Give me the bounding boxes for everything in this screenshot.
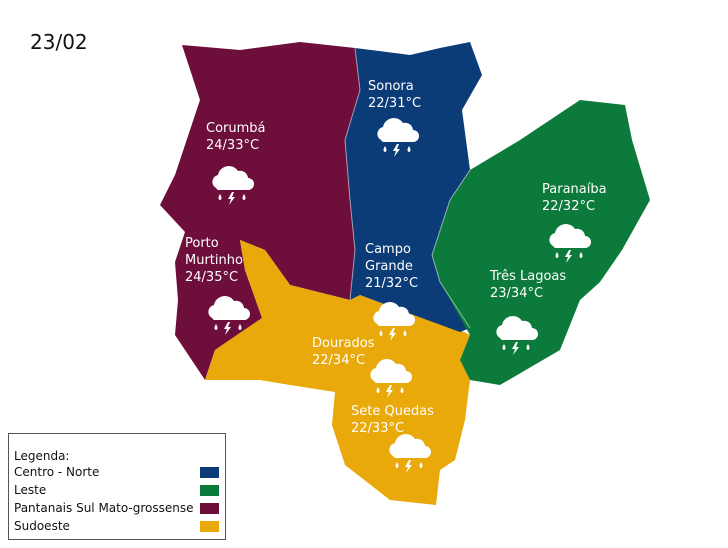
city-temperature: 22/31°C: [368, 96, 422, 111]
city-temperature: 22/32°C: [542, 199, 596, 214]
region-leste: [432, 100, 650, 385]
cloud-rain-lightning-icon: [369, 298, 417, 342]
cloud-rain-lightning-icon: [545, 220, 593, 264]
city-label: Paranaíba 22/32°C: [542, 181, 622, 215]
cloud-rain-lightning-icon: [208, 162, 256, 206]
legend-swatch: [200, 503, 219, 514]
legend-title: Legenda:: [14, 449, 70, 463]
cloud-rain-lightning-icon: [492, 312, 540, 356]
cloud-rain-lightning-icon: [204, 292, 252, 336]
date-label: 23/02: [30, 30, 88, 54]
city-label: Dourados 22/34°C: [312, 335, 392, 369]
legend-item-pantanais: Pantanais Sul Mato-grossense: [14, 501, 219, 517]
city-name: Campo Grande: [365, 242, 413, 274]
city-name: Corumbá: [206, 121, 266, 136]
legend-item-sudoeste: Sudoeste: [14, 519, 219, 535]
city-name: Sete Quedas: [351, 404, 434, 419]
city-label: Porto Murtinho 24/35°C: [185, 235, 245, 286]
legend-item-centro-norte: Centro - Norte: [14, 465, 219, 481]
city-label: Três Lagoas 23/34°C: [490, 268, 570, 302]
city-name: Porto Murtinho: [185, 236, 243, 268]
legend-swatch: [200, 485, 219, 496]
legend-label: Centro - Norte: [14, 465, 100, 479]
city-label: Campo Grande 21/32°C: [365, 241, 425, 292]
city-temperature: 24/33°C: [206, 138, 260, 153]
city-temperature: 22/33°C: [351, 421, 405, 436]
city-temperature: 21/32°C: [365, 276, 419, 291]
city-temperature: 22/34°C: [312, 353, 366, 368]
region-pantanais: [160, 42, 360, 380]
city-name: Sonora: [368, 79, 414, 94]
region-centro-norte: [345, 42, 482, 332]
cloud-rain-lightning-icon: [385, 430, 433, 474]
city-label: Corumbá 24/33°C: [206, 120, 266, 154]
legend-swatch: [200, 521, 219, 532]
cloud-rain-lightning-icon: [366, 355, 414, 399]
city-name: Paranaíba: [542, 182, 607, 197]
cloud-rain-lightning-icon: [373, 114, 421, 158]
legend-swatch: [200, 467, 219, 478]
legend-item-leste: Leste: [14, 483, 219, 499]
city-label: Sonora 22/31°C: [368, 78, 438, 112]
city-label: Sete Quedas 22/33°C: [351, 403, 441, 437]
city-temperature: 24/35°C: [185, 270, 239, 285]
legend-label: Leste: [14, 483, 47, 497]
city-name: Dourados: [312, 336, 375, 351]
legend-label: Sudoeste: [14, 519, 70, 533]
legend-label: Pantanais Sul Mato-grossense: [14, 501, 194, 515]
city-name: Três Lagoas: [490, 269, 567, 284]
legend: Legenda: Centro - Norte Leste Pantanais …: [8, 433, 226, 540]
city-temperature: 23/34°C: [490, 286, 544, 301]
